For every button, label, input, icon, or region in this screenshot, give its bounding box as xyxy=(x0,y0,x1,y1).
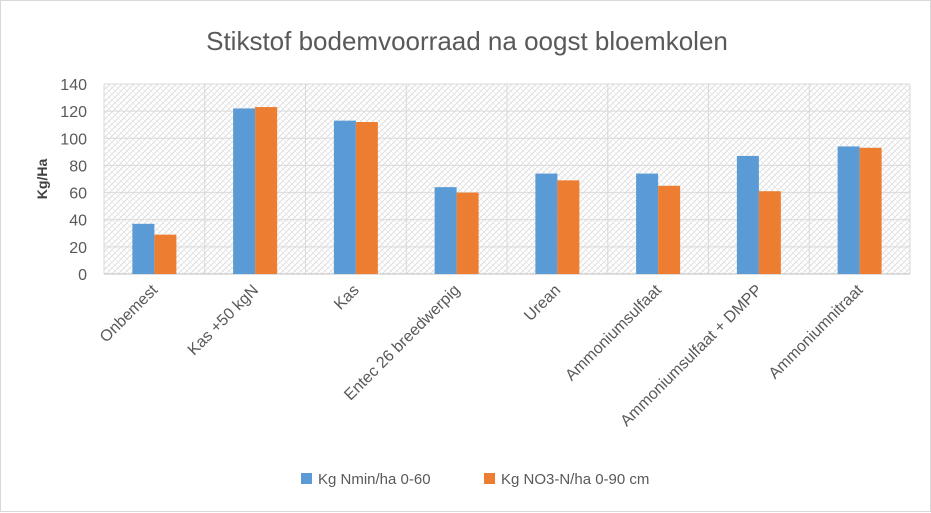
y-tick-label: 120 xyxy=(60,104,87,121)
bar-series-0-7 xyxy=(837,146,860,274)
y-tick-label: 60 xyxy=(69,186,87,203)
bar-series-0-1 xyxy=(233,108,256,274)
y-tick-label: 80 xyxy=(69,158,87,175)
bar-series-1-7 xyxy=(859,147,882,274)
x-tick-label: Ammoniumsulfaat xyxy=(562,281,665,384)
bar-series-1-6 xyxy=(758,191,781,274)
bar-series-0-5 xyxy=(636,173,659,274)
bar-series-0-2 xyxy=(333,120,356,275)
legend-label: Kg Nmin/ha 0-60 xyxy=(318,471,431,488)
bar-series-1-2 xyxy=(355,122,378,274)
x-tick-label: Onbemest xyxy=(97,281,162,346)
y-axis-tick-labels: 0 20 40 60 80 100 120 140 xyxy=(60,77,87,284)
y-tick-label: 20 xyxy=(69,240,87,257)
legend-swatch xyxy=(301,473,312,484)
bar-series-1-4 xyxy=(557,180,580,274)
bars xyxy=(132,107,882,275)
bar-series-0-6 xyxy=(736,155,759,274)
bar-series-0-0 xyxy=(132,223,155,274)
legend: Kg Nmin/ha 0-60 Kg NO3-N/ha 0-90 cm xyxy=(301,471,649,488)
bar-series-1-1 xyxy=(255,107,278,274)
legend-label: Kg NO3-N/ha 0-90 cm xyxy=(501,471,649,488)
bar-series-0-4 xyxy=(535,173,558,274)
y-tick-label: 0 xyxy=(78,267,87,284)
chart-title: Stikstof bodemvoorraad na oogst bloemkol… xyxy=(206,26,728,56)
x-tick-label: Kas +50 kgN xyxy=(185,282,262,359)
y-tick-label: 140 xyxy=(60,77,87,94)
bar-series-1-5 xyxy=(658,185,681,274)
x-tick-label: Entec 26 breedwerpig xyxy=(341,282,463,404)
bar-series-1-3 xyxy=(456,192,479,274)
x-tick-label: Kas xyxy=(331,282,363,314)
bar-series-0-3 xyxy=(434,187,457,274)
bar-series-1-0 xyxy=(154,234,177,274)
y-tick-label: 40 xyxy=(69,213,87,230)
legend-swatch xyxy=(484,473,495,484)
x-tick-label: Ammoniumnitraat xyxy=(766,281,867,382)
y-axis-title: Kg/Ha xyxy=(34,159,50,200)
x-tick-label: Urean xyxy=(521,282,564,325)
y-tick-label: 100 xyxy=(60,131,87,148)
